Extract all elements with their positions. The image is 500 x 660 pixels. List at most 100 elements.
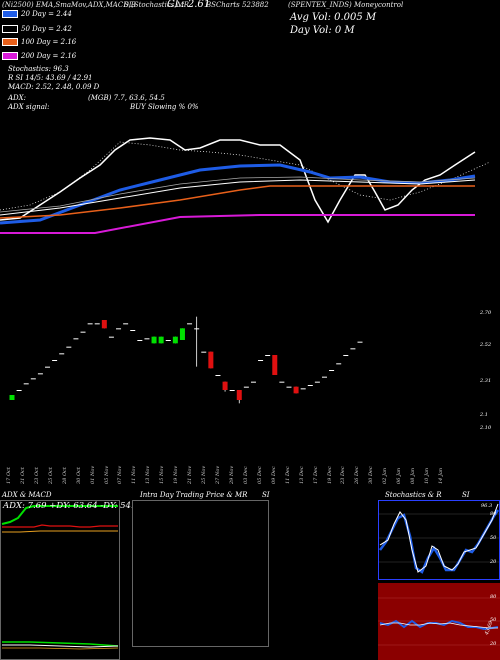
candle-body bbox=[151, 336, 157, 344]
candle-body bbox=[37, 373, 43, 375]
candle-body bbox=[94, 323, 100, 325]
candle-body bbox=[314, 381, 320, 383]
x-tick-label: 05 Dec bbox=[256, 466, 263, 484]
x-tick-label: 02 Jan bbox=[382, 467, 389, 484]
stoch-panel-title: Stochastics & R bbox=[385, 491, 442, 499]
sma50-line-2 bbox=[0, 176, 476, 213]
adx-panel-title: ADX & MACD bbox=[2, 491, 52, 499]
candle-body bbox=[108, 336, 114, 338]
moving-average-chart bbox=[0, 137, 491, 234]
legend-swatch bbox=[2, 25, 18, 33]
stoch-tick: 50 bbox=[490, 535, 497, 541]
x-tick-label: 11 Nov bbox=[131, 465, 138, 484]
candle-body bbox=[137, 340, 143, 341]
ema20-line bbox=[0, 163, 476, 225]
y-tick-label: 2.52 bbox=[480, 342, 492, 348]
adx-signal-value: BUY Slowing % 0% bbox=[130, 103, 199, 111]
x-tick-label: 09 Dec bbox=[270, 466, 277, 484]
candle-body bbox=[172, 336, 178, 344]
x-tick-label: 21 Oct bbox=[19, 467, 26, 484]
candle-body bbox=[101, 320, 107, 329]
candle-body bbox=[236, 390, 242, 400]
intraday-panel-title: Intra Day Trading Price & MR bbox=[140, 491, 248, 499]
header-indicators-list-2: SI,Stochastics,MR bbox=[124, 1, 190, 9]
sma100-line bbox=[0, 185, 475, 219]
x-tick-label: 30 Dec bbox=[368, 466, 375, 484]
candle-body bbox=[16, 390, 22, 391]
candle-body bbox=[258, 360, 264, 361]
candle-body bbox=[343, 355, 349, 356]
adx-label: ADX: bbox=[8, 94, 27, 102]
candle-body bbox=[23, 383, 29, 385]
sma200-line bbox=[0, 214, 475, 234]
x-tick-label: 17 Oct bbox=[6, 467, 12, 484]
x-tick-label: 14 Jan bbox=[438, 467, 444, 484]
legend-swatch bbox=[2, 52, 18, 60]
stochastic-d-line bbox=[379, 503, 499, 573]
candle-body bbox=[144, 338, 150, 340]
candle-body bbox=[194, 328, 200, 330]
price-line bbox=[0, 137, 476, 224]
rsi-readout: R SI 14/5: 43.69 / 42.91 bbox=[8, 74, 93, 82]
legend-sma50: 50 Day = 2.42 bbox=[2, 25, 72, 33]
y-tick-label: 2.1 bbox=[480, 412, 488, 418]
x-tick-label: 10 Jan bbox=[424, 467, 431, 484]
candle-body bbox=[59, 353, 65, 355]
x-tick-label: 19 Dec bbox=[326, 466, 333, 484]
candle-body bbox=[80, 331, 86, 333]
stochastics-readout: Stochastics: 96.3 bbox=[8, 65, 69, 73]
intraday-panel bbox=[132, 500, 269, 647]
candle-body bbox=[158, 336, 164, 344]
candle-body bbox=[286, 386, 292, 388]
x-tick-label: 06 Jan bbox=[396, 467, 403, 484]
legend-label: 20 Day = 2.44 bbox=[21, 10, 72, 18]
rsi-signal-line bbox=[379, 622, 498, 629]
macd-readout: MACD: 2.52, 2.48, 0.09 D bbox=[8, 83, 100, 91]
x-tick-label: 29 Nov bbox=[228, 465, 235, 484]
candle-body bbox=[123, 323, 129, 325]
macd-line bbox=[2, 641, 119, 647]
candle-body bbox=[272, 355, 278, 375]
y-tick-label: 2.70 bbox=[480, 310, 492, 316]
stoch-tick: 80 bbox=[490, 511, 497, 517]
si-panel-label: SI bbox=[262, 491, 270, 499]
candle-body bbox=[307, 385, 313, 386]
x-tick-label: 17 Dec bbox=[312, 466, 319, 484]
candle-body bbox=[357, 341, 363, 343]
candle-body bbox=[329, 370, 335, 371]
legend-ema20: 20 Day = 2.44 bbox=[2, 10, 72, 18]
candle-body bbox=[215, 375, 221, 376]
candle-body bbox=[66, 346, 72, 348]
x-tick-label: 08 Jan bbox=[410, 467, 417, 484]
header-indicators-list: (Ni2500) EMA,SmaMov,ADX,MACD,B bbox=[2, 1, 136, 9]
x-tick-label: 07 Nov bbox=[117, 465, 124, 484]
candle-body bbox=[293, 386, 299, 394]
candle-body bbox=[87, 323, 93, 325]
x-tick-label: 30 Oct bbox=[75, 467, 82, 484]
x-tick-label: 27 Nov bbox=[215, 465, 222, 484]
rsi-tick: 20 bbox=[490, 641, 497, 647]
adx-line bbox=[2, 530, 118, 533]
legend-label: 200 Day = 2.16 bbox=[21, 52, 77, 60]
y-tick-label: 2.31 bbox=[480, 378, 492, 384]
candle-body bbox=[187, 323, 193, 325]
candle-body bbox=[130, 330, 136, 331]
candle-body bbox=[179, 328, 185, 340]
x-tick-label: 13 Dec bbox=[298, 466, 305, 484]
x-tick-label: 03 Dec bbox=[242, 466, 249, 484]
candle-body bbox=[201, 351, 207, 353]
candle-body bbox=[52, 360, 58, 361]
chart-source: BSCharts 523882 bbox=[206, 1, 269, 9]
x-tick-label: 11 Dec bbox=[284, 466, 291, 484]
avg-volume: Avg Vol: 0.005 M bbox=[290, 12, 377, 23]
adx-plus-line bbox=[1, 505, 118, 525]
stoch-tick: 20 bbox=[490, 559, 497, 565]
x-tick-label: 25 Nov bbox=[201, 465, 208, 484]
legend-label: 50 Day = 2.42 bbox=[21, 25, 72, 33]
candle-body bbox=[243, 386, 249, 388]
macd-signal-line bbox=[2, 644, 119, 648]
candle-body bbox=[30, 378, 36, 380]
candle-body bbox=[45, 366, 51, 368]
legend-label: 100 Day = 2.16 bbox=[21, 38, 77, 46]
macd-hist-line bbox=[2, 647, 119, 650]
